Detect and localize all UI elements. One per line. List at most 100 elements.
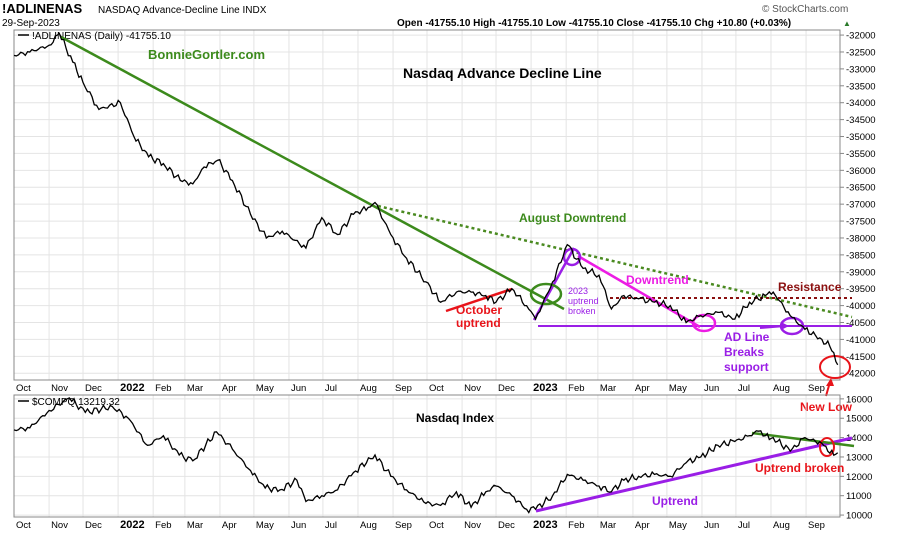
lower-x-tick-label: Nov [51,520,68,531]
upper-x-tick-label: Jun [704,383,719,394]
upper-x-tick-label: Jul [325,383,337,394]
lower-x-tick-label: Apr [222,520,237,531]
new-low-label: New Low [800,400,853,414]
upper-x-tick-label: May [256,383,274,394]
uptrend-broken-label-2: uptrend [568,296,599,306]
uptrend-label: Uptrend [652,494,698,508]
uptrend-break-circle [529,282,563,306]
upper-x-tick-label: Aug [360,383,377,394]
upper-y-tick-label: -34500 [846,115,876,126]
upper-x-tick-label: Feb [568,383,584,394]
ad-line-arrowhead-icon [781,322,789,330]
ohlc-arrow-icon: ▲ [843,19,851,28]
lower-x-tick-label: 2022 [120,519,144,531]
upper-y-tick-label: -41500 [846,352,876,363]
upper-y-tick-label: -32000 [846,31,876,42]
upper-y-axis: -32000 -32500 -33000 -33500 -34000 -34500 -350… [840,31,876,380]
lower-grid [13,395,840,517]
lower-x-tick-label: Jun [291,520,306,531]
upper-y-tick-label: -39000 [846,267,876,278]
upper-y-tick-label: -42000 [846,369,876,380]
downtrend-line [577,254,701,329]
upper-annotations: August Downtrend Resistance Downtrend Oc… [60,35,853,414]
october-uptrend-label: October [456,303,502,317]
october-uptrend-label-2: uptrend [456,316,501,330]
october-uptrend-line [445,287,513,313]
lower-x-tick-label: May [669,520,687,531]
lower-annotations: Uptrend Uptrend broken [535,431,855,513]
upper-y-tick-label: -37000 [846,200,876,211]
long-downtrend-line [60,35,565,311]
upper-y-tick-label: -40000 [846,301,876,312]
upper-x-tick-label: 2022 [120,382,144,394]
lower-x-tick-label: Feb [155,520,171,531]
lower-x-tick-label: Apr [635,520,650,531]
resistance-label: Resistance [778,280,842,294]
ad-line-label: AD Line [724,330,770,344]
ad-line-label-3: support [724,360,769,374]
upper-x-tick-label: Dec [85,383,102,394]
uptrend-broken-label: 2023 [568,286,588,296]
lower-y-tick-label: 12000 [846,472,872,483]
lower-x-axis: Oct Nov Dec 2022 Feb Mar Apr May Jun Jul Aug Sep Oct… [16,519,825,531]
upper-y-tick-label: -36500 [846,183,876,194]
august-downtrend-label: August Downtrend [519,211,626,225]
upper-x-tick-label: Sep [395,383,412,394]
upper-panel-title: Nasdaq Advance Decline Line [403,65,602,81]
downtrend-label: Downtrend [626,273,689,287]
lower-x-tick-label: Aug [773,520,790,531]
lower-x-tick-label: Sep [808,520,825,531]
upper-y-tick-label: -40500 [846,318,876,329]
lower-x-tick-label: Mar [187,520,203,531]
upper-y-tick-label: -37500 [846,217,876,228]
upper-x-tick-label: Apr [635,383,650,394]
upper-x-axis: Oct Nov Dec 2022 Feb Mar Apr May Jun Jul Aug Sep Oct… [16,382,825,394]
ad-line-series [13,32,839,366]
lower-x-tick-label: Mar [600,520,616,531]
uptrend-line [535,436,853,513]
uptrend-broken-label-3: broken [568,306,596,316]
compq-series [13,397,839,514]
upper-x-tick-label: Oct [429,383,444,394]
lower-x-tick-label: May [256,520,274,531]
upper-x-tick-label: Mar [600,383,616,394]
lower-y-tick-label: 10000 [846,511,872,522]
upper-x-tick-label: Mar [187,383,203,394]
upper-x-tick-label: Nov [51,383,68,394]
lower-x-tick-label: Oct [429,520,444,531]
uptrend-broken-lower-label: Uptrend broken [755,461,844,475]
upper-x-tick-label: Aug [773,383,790,394]
lower-y-tick-label: 14000 [846,433,872,444]
upper-x-tick-label: Jul [738,383,750,394]
lower-downtrend-line [751,431,855,448]
lower-x-tick-label: Dec [498,520,515,531]
lower-y-tick-label: 16000 [846,394,872,405]
upper-x-tick-label: Jun [291,383,306,394]
upper-x-tick-label: Nov [464,383,481,394]
symbol-name: NASDAQ Advance-Decline Line INDX [98,5,267,16]
upper-x-tick-label: Apr [222,383,237,394]
upper-grid [13,30,840,380]
lower-x-tick-label: Jun [704,520,719,531]
may-low-circle [691,313,717,333]
upper-y-tick-label: -39500 [846,284,876,295]
upper-x-tick-label: Oct [16,383,31,394]
lower-break-circle [819,437,835,457]
new-low-arrowhead-icon [826,378,834,386]
lower-x-tick-label: Nov [464,520,481,531]
lower-y-tick-label: 15000 [846,414,872,425]
upper-y-tick-label: -35000 [846,132,876,143]
lower-panel-title: Nasdaq Index [416,411,494,425]
chart-date: 29-Sep-2023 [2,18,60,29]
lower-x-tick-label: Dec [85,520,102,531]
upper-y-tick-label: -32500 [846,47,876,58]
upper-y-tick-label: -33000 [846,64,876,75]
symbol-title: !ADLINENAS [2,1,82,16]
upper-y-tick-label: -38000 [846,233,876,244]
ohlc-readout: Open -41755.10 High -41755.10 Low -41755… [397,18,791,29]
lower-y-axis: 16000 15000 14000 13000 12000 11000 10000 [840,394,872,522]
lower-x-tick-label: 2023 [533,519,557,531]
upper-y-tick-label: -38500 [846,250,876,261]
upper-x-tick-label: 2023 [533,382,557,394]
